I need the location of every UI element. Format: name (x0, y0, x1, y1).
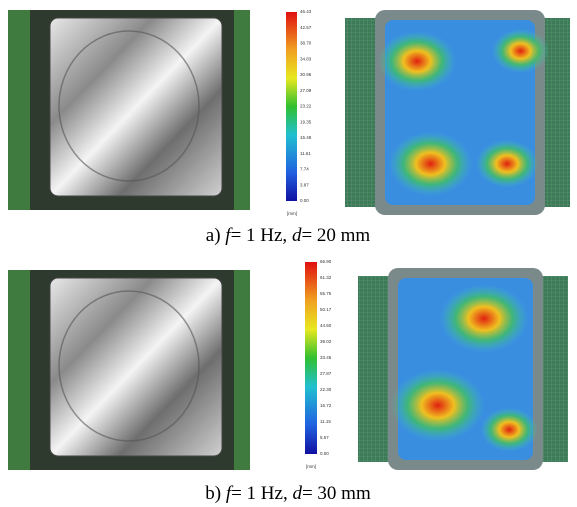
scale-tick-label: 44.60 (320, 323, 332, 328)
steel-panel (50, 278, 222, 456)
fem-hotspot (378, 31, 456, 91)
caption: b) f= 1 Hz, d= 30 mm (205, 483, 371, 504)
scale-tick-label: 23.22 (300, 104, 312, 109)
scale-tick-label: 33.45 (320, 355, 332, 360)
steel-panel (50, 18, 222, 196)
caption-part: a) (206, 225, 226, 246)
caption-part: = 1 Hz, (231, 483, 292, 504)
scale-unit: [mm] (306, 464, 316, 469)
photo-rig (234, 270, 250, 470)
scale-tick-label: 11.15 (320, 419, 331, 424)
scale-tick-label: 7.74 (300, 167, 309, 172)
scale-tick-label: 39.02 (320, 339, 332, 344)
scale-tick-label: 38.70 (300, 41, 312, 46)
caption: a) f= 1 Hz, d= 20 mm (206, 225, 371, 246)
scale-tick-label: 11.61 (300, 151, 311, 156)
caption-part: = 20 mm (301, 225, 370, 246)
scale-tick-label: 22.30 (320, 387, 332, 392)
caption-part: b) (205, 483, 226, 504)
caption-part: d (292, 483, 302, 504)
scale-tick-label: 0.00 (300, 198, 309, 203)
scale-tick-label: 0.00 (320, 451, 329, 456)
caption-part: = 30 mm (302, 483, 371, 504)
scale-tick-label: 16.72 (320, 403, 332, 408)
photo-rig (8, 270, 30, 470)
scale-tick-label: 15.48 (300, 135, 312, 140)
figure: 46.43 42.57 38.70 34.83 30.96 27.09 23.22 19.35… (0, 0, 577, 507)
fem-hotspot (476, 140, 538, 188)
scale-tick-label: 27.09 (300, 88, 312, 93)
photo-rig (8, 10, 30, 210)
fem-hotspot (389, 132, 472, 196)
scale-tick-label: 3.87 (300, 182, 309, 187)
fem-hotspot (440, 285, 528, 353)
scale-tick-label: 50.17 (320, 307, 332, 312)
scale-tick-label: 19.35 (300, 119, 312, 124)
scale-tick-label: 42.57 (300, 25, 312, 30)
caption-part: d (292, 225, 302, 246)
color-bar (286, 12, 297, 201)
fem-hotspot (481, 408, 538, 452)
scale-tick-label: 66.90 (320, 259, 332, 264)
scale-tick-label: 27.87 (320, 371, 332, 376)
scale-unit: [mm] (287, 211, 297, 216)
caption-part: = 1 Hz, (231, 225, 292, 246)
fem-hotspot (391, 369, 485, 441)
scale-tick-label: 46.43 (300, 9, 312, 14)
scale-tick-label: 30.96 (300, 72, 312, 77)
scale-tick-label: 61.32 (320, 275, 332, 280)
scale-tick-label: 55.75 (320, 291, 332, 296)
scale-tick-label: 34.83 (300, 56, 312, 61)
photo-rig (234, 10, 250, 210)
scale-tick-label: 5.57 (320, 435, 329, 440)
fem-hotspot (492, 29, 549, 73)
color-bar (305, 262, 317, 454)
